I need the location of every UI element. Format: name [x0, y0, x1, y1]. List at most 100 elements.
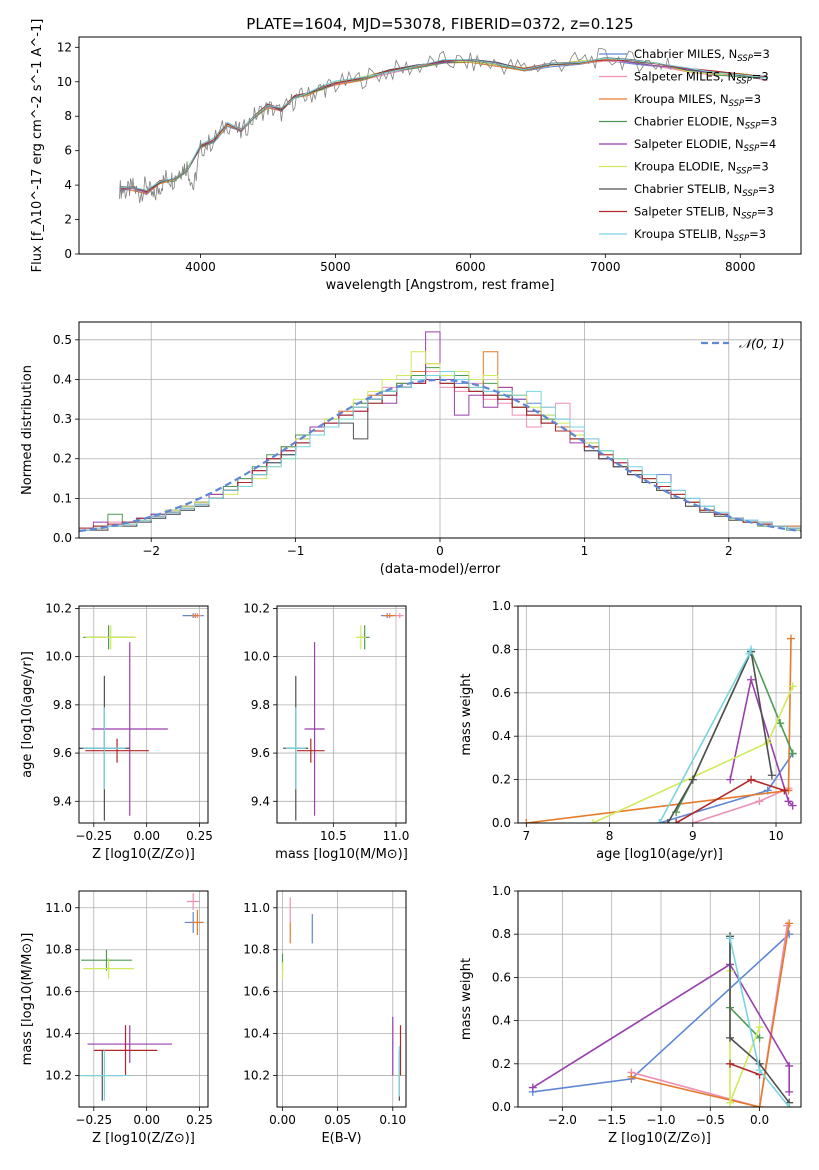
panel-weight-vs-age: 7 8 9 10 0.0 0.2 0.4 0.6 0.8 1.0 age [log10(age/yr… [459, 599, 802, 862]
legend-label: Salpeter ELODIE, N [634, 137, 744, 151]
legend-entry: Kroupa MILES, NSSP=3 [634, 92, 761, 109]
legend-entry: Chabrier ELODIE, NSSP=3 [634, 115, 777, 132]
y-tick-label: 0.2 [492, 1057, 511, 1071]
legend-entry: Chabrier STELIB, NSSP=3 [634, 182, 775, 199]
x-tick-label: 2 [725, 544, 733, 558]
gaussian-curve [79, 378, 801, 533]
spectrum-data-line [119, 48, 672, 204]
y-tick-label: 9.4 [251, 794, 270, 808]
x-tick-label: −2.0 [548, 1113, 577, 1127]
panel-mass-vs-z: −0.25 0.00 0.25 10.2 10.4 10.6 10.8 11.0 Z [log1… [20, 890, 213, 1146]
axes-frame [78, 321, 802, 539]
y-tick-label: 0.8 [492, 642, 511, 656]
weight-point-marker [726, 934, 735, 943]
errorbar-point [83, 707, 126, 790]
x-tick-label: 0.05 [324, 1113, 351, 1127]
axes-frame [78, 36, 802, 255]
x-tick-label: 10.5 [320, 829, 347, 843]
y-axis-label: age [log10(age/yr)] [20, 651, 35, 778]
axes-frame [78, 890, 209, 1108]
y-tick-label: 0.4 [492, 1014, 511, 1028]
plot-area [522, 634, 797, 823]
errorbar-point [297, 738, 325, 763]
weight-point-marker [726, 775, 735, 784]
errorbar-point [85, 625, 137, 650]
weight-point-marker [767, 771, 776, 780]
weight-point-marker [747, 775, 756, 784]
panel-residuals: −2 −1 0 1 2 0.0 0.1 0.2 0.3 0.4 0.5 (data-model)/er… [20, 321, 802, 577]
y-tick-label: 0.0 [492, 816, 511, 830]
weight-series-line [631, 923, 790, 1107]
weight-point-marker [747, 675, 756, 684]
weight-point-marker [663, 819, 672, 823]
x-tick-label: −1.5 [597, 1113, 626, 1127]
legend-entry: Kroupa STELIB, NSSP=3 [634, 227, 766, 244]
y-tick-label: 1.0 [492, 884, 511, 898]
x-tick-label: −1.0 [646, 1113, 675, 1127]
legend-subscript: SSP [744, 144, 760, 154]
weight-point-marker [755, 1066, 764, 1075]
weight-point-marker [785, 1061, 794, 1070]
legend-entry: Salpeter STELIB, NSSP=3 [634, 205, 774, 222]
weight-series-line [631, 925, 788, 1107]
y-tick-label: 0 [64, 247, 72, 261]
legend-subscript: SSP [741, 212, 757, 222]
y-tick-label: 10.2 [243, 1069, 270, 1083]
plot-area [79, 331, 801, 538]
y-axis-label: Flux [f_λ10^-17 erg cm^-2 s^-1 A^-1] [30, 19, 45, 273]
axes-frame [517, 605, 802, 824]
axes-frame [276, 605, 407, 824]
x-tick-label: 9 [689, 829, 697, 843]
x-tick-label: 0.10 [379, 1113, 406, 1127]
y-tick-label: 10.6 [243, 985, 270, 999]
x-tick-label: 0.00 [133, 829, 160, 843]
weight-series-line [667, 648, 773, 823]
legend-subscript: SSP [729, 99, 745, 109]
x-tick-label: 0.00 [133, 1113, 160, 1127]
weight-point-marker [787, 634, 796, 643]
y-tick-label: 10.0 [243, 650, 270, 664]
errorbar-point [79, 1050, 130, 1101]
y-tick-label: 1.0 [492, 599, 511, 613]
y-tick-label: 4 [64, 178, 72, 192]
weight-point-marker [588, 819, 597, 823]
weight-point-marker [528, 1083, 537, 1092]
weight-series-line [729, 1063, 760, 1076]
figure-title: PLATE=1604, MJD=53078, FIBERID=0372, z=0… [246, 15, 633, 33]
weight-point-marker [788, 801, 797, 810]
weight-point-marker [755, 797, 764, 806]
y-tick-label: 10.2 [243, 601, 270, 615]
x-tick-label: −1 [287, 544, 305, 558]
x-tick-label: −0.25 [75, 829, 112, 843]
x-axis-label: Z [log10(Z/Z⊙)] [92, 847, 195, 862]
legend-label: Kroupa STELIB, N [634, 227, 734, 241]
y-tick-label: 0.5 [53, 333, 72, 347]
x-axis-label: Z [log10(Z/Z⊙)] [608, 1131, 711, 1146]
y-tick-label: 10.8 [45, 943, 72, 957]
weight-point-marker [688, 775, 697, 784]
x-axis-label: age [log10(age/yr)] [596, 847, 723, 862]
x-tick-label: 0.00 [269, 1113, 296, 1127]
weight-point-marker [755, 1033, 764, 1042]
legend-entry: Salpeter ELODIE, NSSP=4 [634, 137, 776, 154]
x-tick-label: 8000 [725, 260, 756, 274]
weight-series-line [532, 963, 791, 1092]
legend-label: Salpeter MILES, N [634, 70, 736, 84]
weight-point-marker [784, 797, 793, 806]
x-tick-label: 11.0 [383, 829, 410, 843]
legend-subscript: SSP [736, 167, 752, 177]
panel-age-vs-mass: 10.5 11.0 9.4 9.6 9.8 10.0 10.2 mass [log10(M/M… [243, 601, 409, 862]
legend-suffix: =3 [757, 205, 774, 219]
x-tick-label: 4000 [185, 260, 216, 274]
weight-point-marker [788, 682, 797, 691]
y-tick-label: 0.2 [53, 452, 72, 466]
plot-area [119, 48, 768, 204]
panel-spectrum: 4000 5000 6000 7000 8000 0 2 4 6 8 10 12 wavelength … [30, 19, 802, 293]
weight-point-marker [672, 819, 681, 823]
weight-point-marker [763, 738, 772, 747]
panel-age-vs-z: −0.25 0.00 0.25 9.4 9.6 9.8 10.0 10.2 Z [log10(Z… [20, 601, 213, 862]
weight-series-line [729, 936, 761, 1039]
weight-point-marker [755, 1023, 764, 1032]
x-tick-label: 5000 [320, 260, 351, 274]
errorbar-point [395, 613, 404, 619]
